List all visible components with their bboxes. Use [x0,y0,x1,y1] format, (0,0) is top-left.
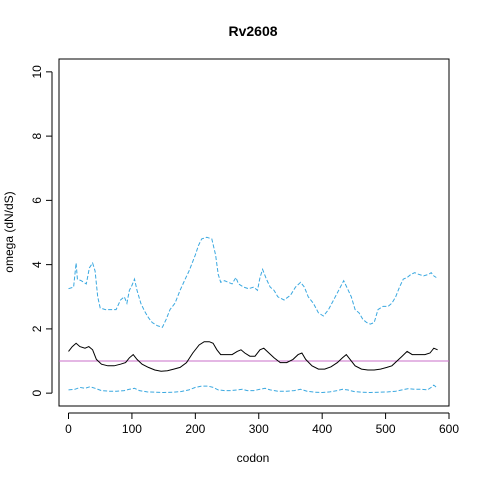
y-tick-label: 6 [30,197,44,204]
y-axis: 0 2 4 6 8 10 [30,65,53,396]
y-tick-label: 2 [30,325,44,332]
plot-frame [58,58,450,407]
series-line-lower [68,384,438,394]
y-tick-label: 10 [30,65,44,79]
x-tick-label: 500 [376,422,396,436]
chart-title: Rv2608 [228,23,277,39]
series-line-upper [68,236,437,328]
y-axis-label: omega (dN/dS) [2,191,16,272]
x-tick-label: 400 [312,422,332,436]
x-axis: 0 100 200 300 400 500 600 [65,412,459,436]
x-axis-label: codon [237,451,270,465]
y-tick-label: 8 [30,132,44,139]
series-line-estimate [68,341,438,372]
x-tick-label: 600 [439,422,459,436]
x-tick-label: 0 [65,422,72,436]
y-tick-label: 4 [30,261,44,268]
x-tick-label: 200 [185,422,205,436]
x-tick-label: 100 [122,422,142,436]
x-tick-label: 300 [249,422,269,436]
y-tick-label: 0 [30,389,44,396]
